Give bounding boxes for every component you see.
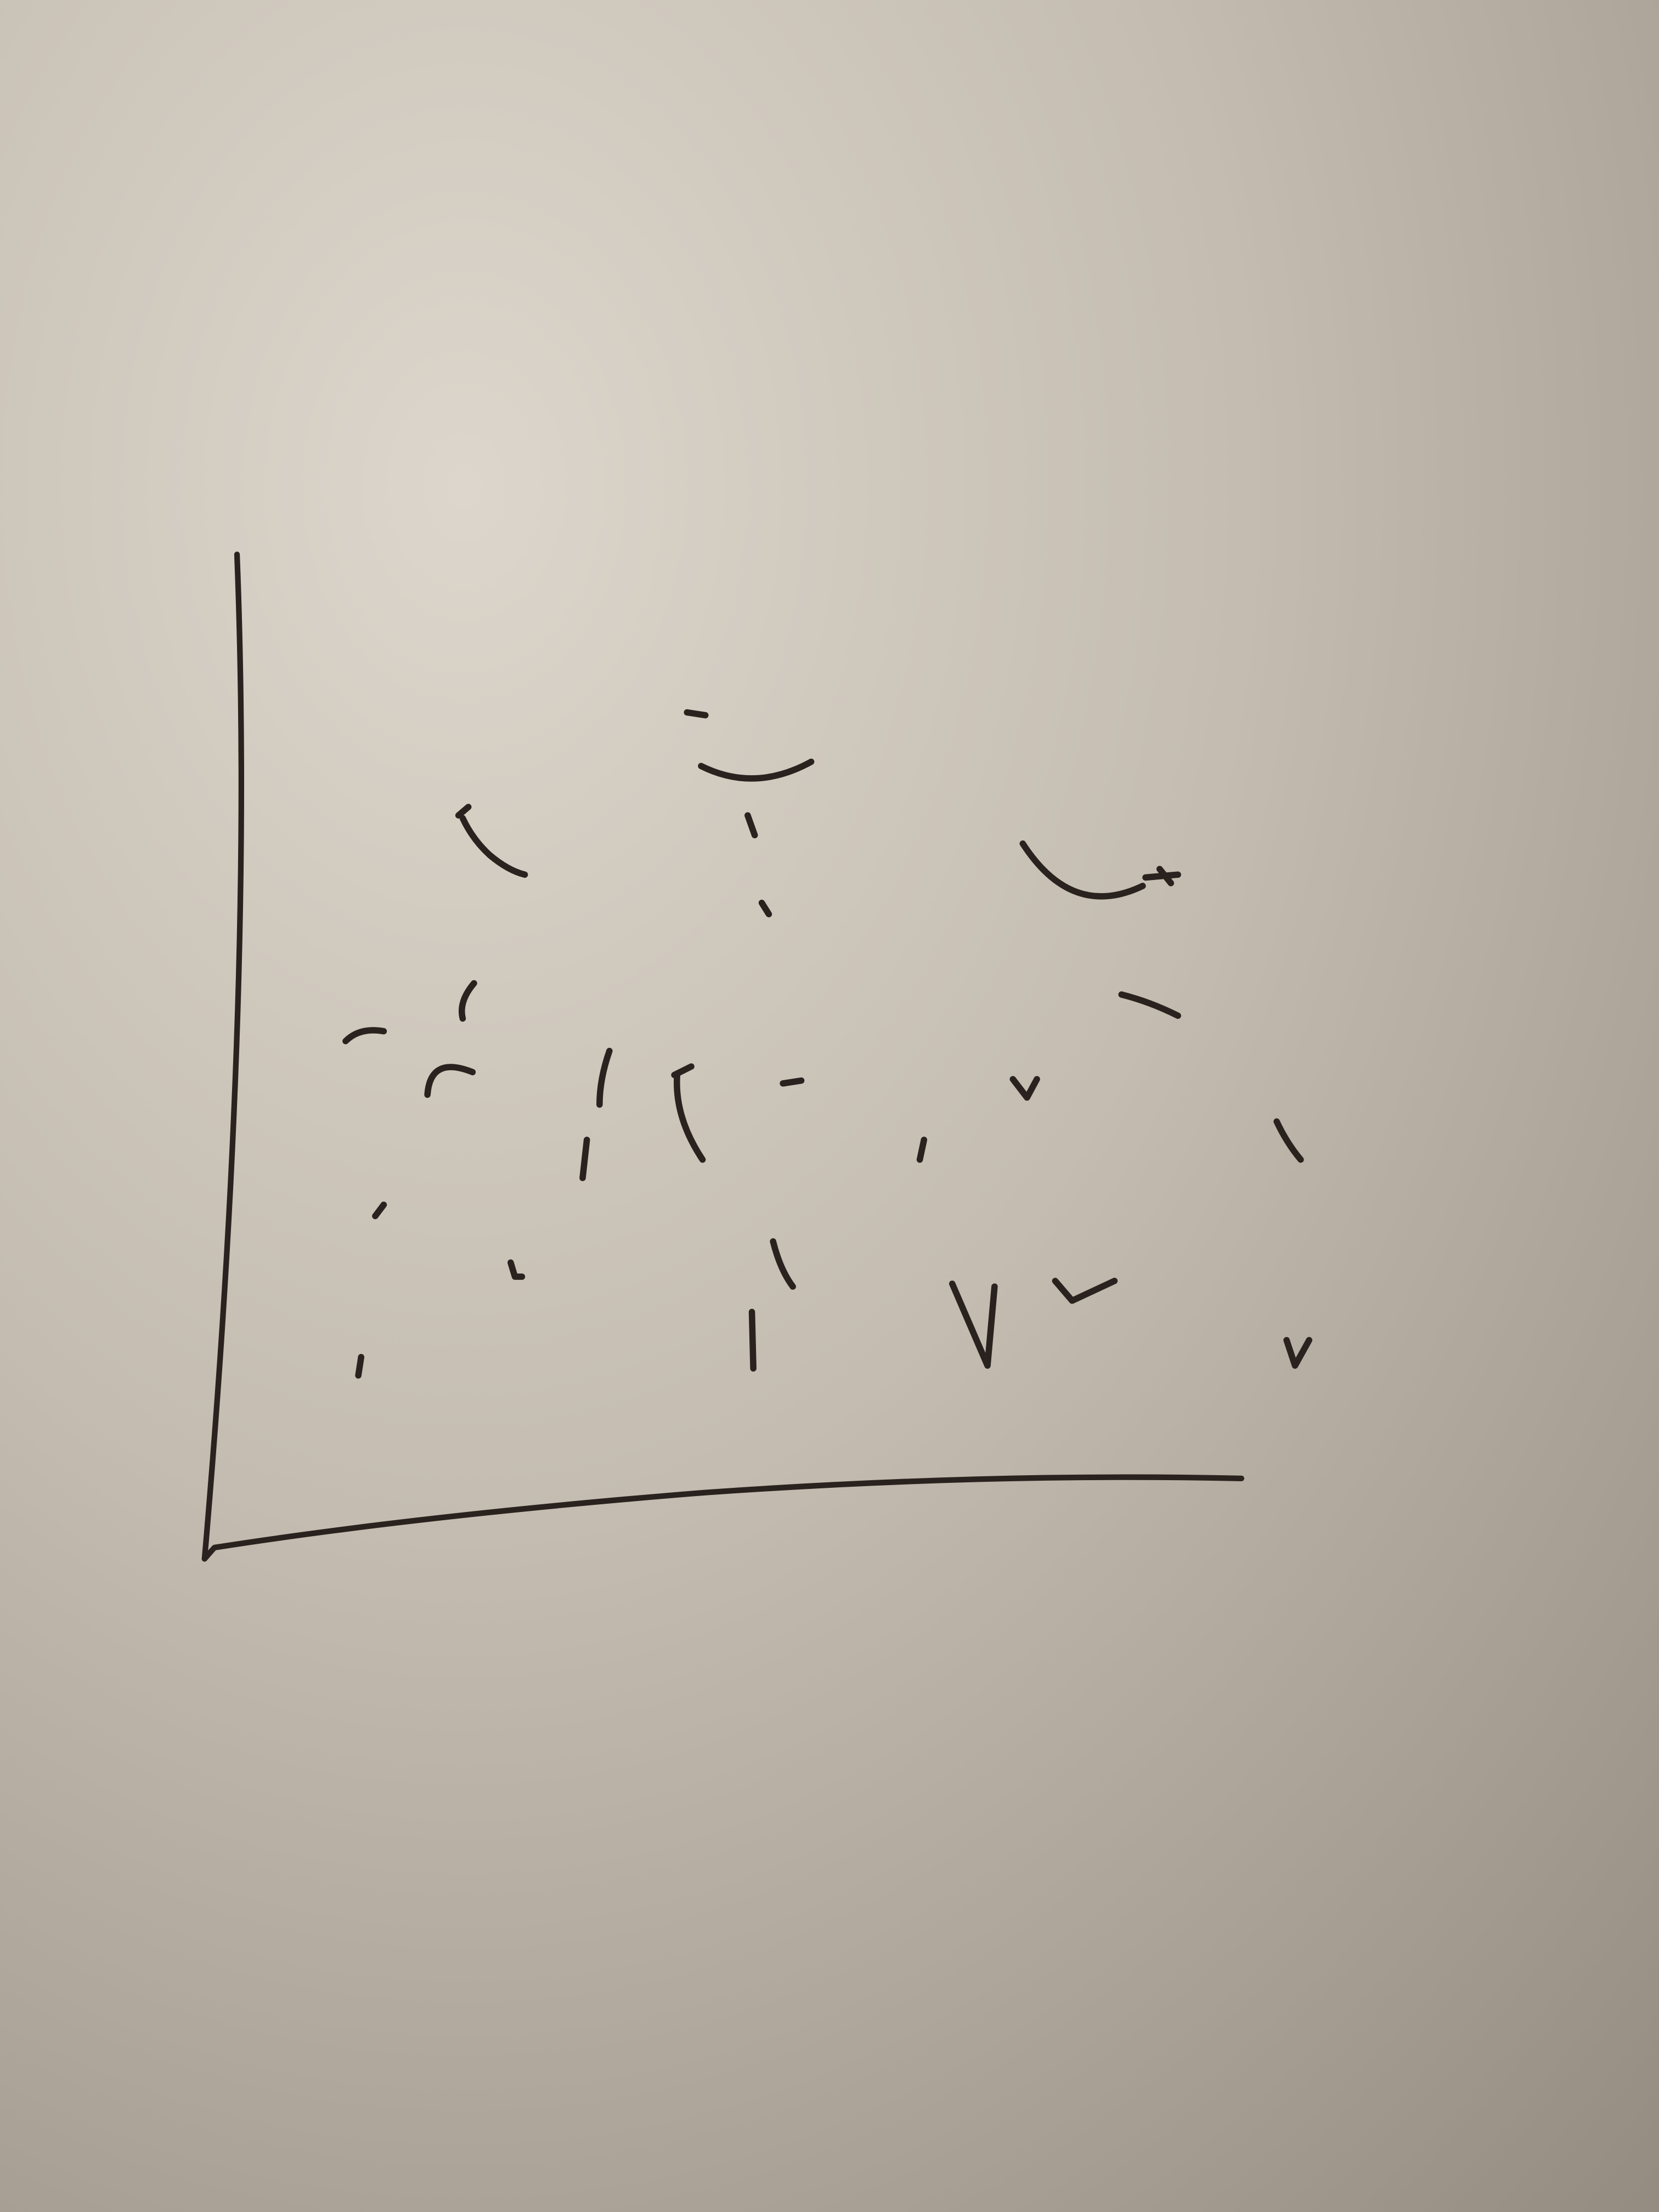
mark — [916, 1136, 928, 1163]
x-axis-line — [201, 1474, 1245, 1562]
y-axis-line — [201, 551, 245, 1562]
mark — [424, 1064, 476, 1098]
mark — [1052, 1278, 1118, 1304]
mark — [372, 1201, 387, 1220]
mark — [758, 899, 772, 918]
mark — [671, 1063, 706, 1163]
mark — [1019, 840, 1181, 900]
mark — [579, 1136, 590, 1181]
mark — [507, 1259, 526, 1280]
mark — [684, 709, 709, 719]
mark — [1118, 991, 1181, 1019]
mark — [1273, 1118, 1304, 1163]
mark — [459, 980, 477, 1022]
mark — [596, 1047, 613, 1108]
mark — [748, 1308, 757, 1372]
mark — [455, 804, 528, 878]
mark — [770, 1238, 796, 1290]
mark — [698, 758, 815, 782]
mark — [1009, 1076, 1040, 1101]
mark — [1283, 1337, 1313, 1369]
sketch-marks — [342, 709, 1313, 1379]
mark — [744, 812, 758, 839]
mark — [342, 1027, 387, 1045]
mark — [949, 1280, 998, 1369]
axes — [201, 551, 1245, 1562]
mark — [355, 1353, 365, 1379]
mark — [780, 1077, 805, 1087]
